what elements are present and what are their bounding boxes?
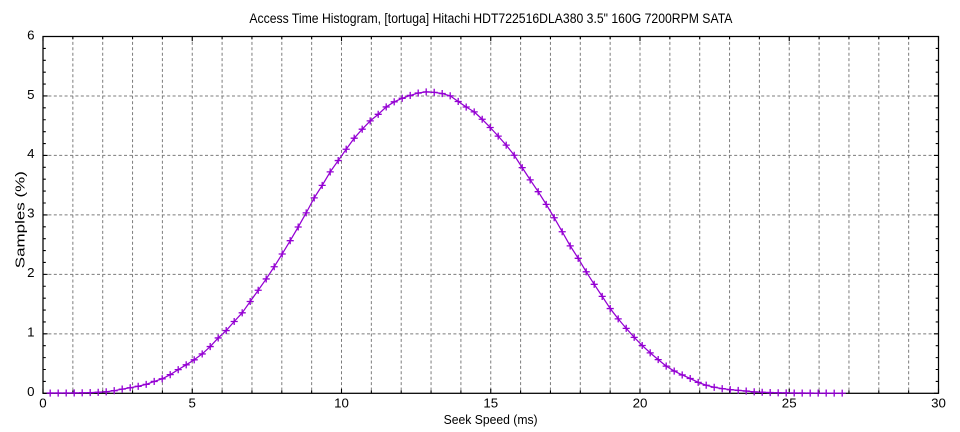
svg-text:25: 25 — [782, 396, 797, 411]
svg-text:3: 3 — [27, 206, 34, 221]
svg-text:5: 5 — [27, 87, 34, 102]
svg-text:5: 5 — [188, 396, 195, 411]
svg-text:Access Time Histogram, [tortug: Access Time Histogram, [tortuga] Hitachi… — [249, 11, 733, 26]
svg-text:10: 10 — [334, 396, 349, 411]
svg-text:6: 6 — [27, 27, 34, 42]
svg-text:Samples (%): Samples (%) — [13, 171, 28, 268]
svg-text:0: 0 — [39, 396, 46, 411]
svg-text:20: 20 — [633, 396, 648, 411]
svg-text:Seek Speed (ms): Seek Speed (ms) — [444, 412, 538, 427]
svg-text:1: 1 — [27, 325, 34, 340]
svg-text:2: 2 — [27, 265, 34, 280]
svg-text:0: 0 — [27, 384, 34, 399]
svg-text:30: 30 — [931, 396, 946, 411]
svg-text:15: 15 — [483, 396, 498, 411]
svg-text:4: 4 — [27, 146, 34, 161]
